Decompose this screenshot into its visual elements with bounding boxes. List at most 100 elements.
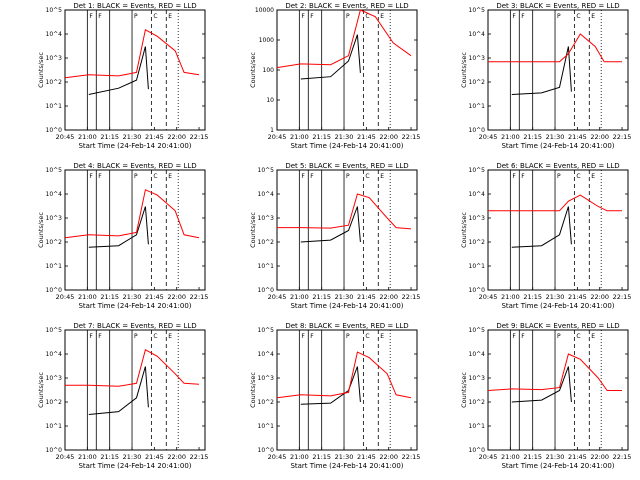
marker-letter: F (310, 333, 314, 340)
x-tick-label: 22:15 (190, 293, 209, 301)
y-axis-label: Counts/sec (37, 372, 45, 408)
y-tick-label: 10^5 (469, 167, 486, 174)
events-series-line (511, 366, 572, 403)
y-tick-label: 10^3 (469, 215, 486, 222)
x-tick-label: 21:45 (568, 133, 587, 141)
events-series-line (511, 46, 572, 95)
marker-letter: P (134, 13, 138, 20)
y-tick-label: 10^1 (46, 423, 63, 430)
marker-letter: P (557, 13, 561, 20)
y-tick-label: 10^0 (469, 447, 486, 454)
y-tick-label: 10^5 (46, 327, 63, 334)
y-tick-label: 10^4 (469, 31, 486, 38)
x-tick-label: 22:00 (167, 453, 186, 461)
y-tick-label: 10^0 (46, 127, 63, 134)
x-tick-label: 22:00 (379, 453, 398, 461)
y-tick-label: 10^3 (258, 215, 275, 222)
x-tick-label: 21:30 (123, 293, 142, 301)
plot-frame (487, 9, 629, 131)
x-tick-label: 21:30 (335, 453, 354, 461)
x-tick-label: 20:45 (479, 133, 498, 141)
marker-letter: F (89, 173, 93, 180)
lld-series-line (488, 33, 622, 63)
x-axis-label: Start Time (24-Feb-14 20:41:00) (501, 302, 614, 310)
y-tick-label: 10^1 (46, 263, 63, 270)
y-tick-label: 10^2 (469, 79, 486, 86)
marker-letter: P (346, 13, 350, 20)
x-tick-label: 22:00 (167, 293, 186, 301)
marker-letter: F (98, 333, 102, 340)
x-tick-label: 21:15 (523, 453, 542, 461)
marker-letter: C (153, 13, 157, 20)
marker-letter: E (168, 173, 172, 180)
marker-letter: F (89, 333, 93, 340)
x-tick-label: 21:45 (357, 133, 376, 141)
x-tick-label: 21:45 (357, 293, 376, 301)
y-tick-label: 10 (266, 97, 274, 104)
x-tick-label: 22:15 (613, 293, 632, 301)
x-tick-label: 22:00 (379, 133, 398, 141)
x-tick-label: 22:00 (379, 293, 398, 301)
x-tick-label: 22:15 (190, 453, 209, 461)
x-tick-label: 20:45 (56, 293, 75, 301)
x-tick-label: 22:00 (590, 453, 609, 461)
panel-title: Det 3: BLACK = Events, RED = LLD (496, 2, 619, 10)
y-tick-label: 10^5 (258, 327, 275, 334)
y-tick-label: 10^1 (258, 423, 275, 430)
marker-letter: F (301, 13, 305, 20)
events-series-line (88, 206, 149, 248)
y-tick-label: 100 (263, 67, 275, 74)
events-series-line (300, 366, 361, 405)
lld-series-line (276, 351, 412, 399)
marker-letter: E (380, 13, 384, 20)
x-axis-label: Start Time (24-Feb-14 20:41:00) (290, 302, 403, 310)
plot-frame (64, 9, 206, 131)
marker-letter: C (576, 333, 580, 340)
x-tick-label: 21:00 (78, 293, 97, 301)
panel-title: Det 4: BLACK = Events, RED = LLD (73, 162, 196, 170)
x-axis-label: Start Time (24-Feb-14 20:41:00) (501, 142, 614, 150)
x-tick-label: 21:30 (546, 133, 565, 141)
marker-letter: P (134, 173, 138, 180)
detector-panel-5: Det 5: BLACK = Events, RED = LLD 10^0 10^1… (249, 162, 420, 310)
marker-letter: F (89, 13, 93, 20)
y-axis-label: Counts/sec (460, 372, 468, 408)
x-tick-label: 21:15 (523, 293, 542, 301)
marker-letter: F (310, 173, 314, 180)
detector-panel-2: Det 2: BLACK = Events, RED = LLD 1 10 100 10… (249, 2, 420, 150)
x-tick-label: 21:45 (145, 453, 164, 461)
x-tick-label: 22:00 (590, 293, 609, 301)
y-tick-label: 10^5 (258, 167, 275, 174)
x-axis-label: Start Time (24-Feb-14 20:41:00) (78, 302, 191, 310)
events-series-line (300, 206, 361, 243)
y-tick-label: 10^3 (46, 55, 63, 62)
marker-letter: E (380, 333, 384, 340)
marker-letter: F (98, 13, 102, 20)
x-tick-label: 21:15 (312, 133, 331, 141)
y-tick-label: 10^4 (258, 351, 275, 358)
x-tick-label: 21:15 (100, 133, 119, 141)
y-tick-label: 10^3 (258, 375, 275, 382)
x-tick-label: 21:30 (335, 293, 354, 301)
y-tick-label: 10^1 (469, 103, 486, 110)
x-tick-label: 21:30 (546, 453, 565, 461)
marker-letter: F (310, 13, 314, 20)
lld-series-line (64, 189, 200, 239)
x-tick-label: 21:45 (357, 453, 376, 461)
x-tick-label: 21:45 (145, 133, 164, 141)
marker-letter: P (557, 173, 561, 180)
y-axis-label: Counts/sec (249, 212, 257, 248)
y-tick-label: 10^5 (46, 7, 63, 14)
y-tick-label: 10^0 (469, 287, 486, 294)
x-tick-label: 21:00 (501, 133, 520, 141)
panel-title: Det 9: BLACK = Events, RED = LLD (496, 322, 619, 330)
marker-letter: P (346, 333, 350, 340)
y-tick-label: 10^4 (46, 31, 63, 38)
detector-panel-7: Det 7: BLACK = Events, RED = LLD 10^0 10^1… (37, 322, 208, 470)
x-tick-label: 21:30 (546, 293, 565, 301)
y-tick-label: 10^4 (469, 191, 486, 198)
y-tick-label: 10^1 (46, 103, 63, 110)
y-tick-label: 10^1 (469, 263, 486, 270)
x-axis-label: Start Time (24-Feb-14 20:41:00) (78, 462, 191, 470)
